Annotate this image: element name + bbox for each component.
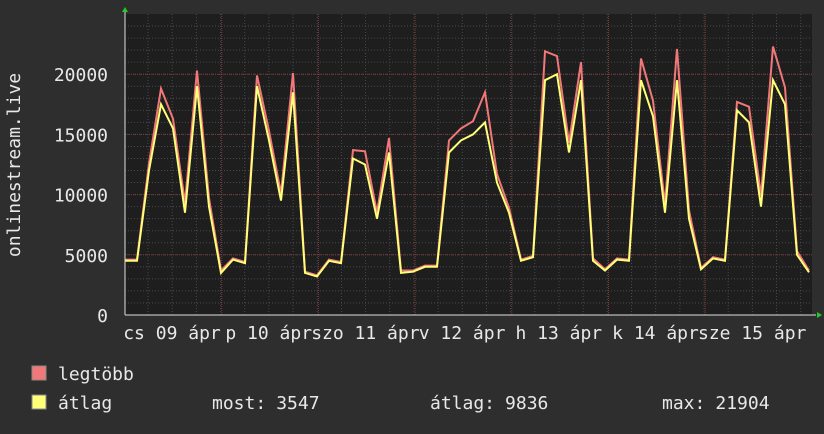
stat-value: 21904 xyxy=(715,393,769,414)
y-tick-label: 15000 xyxy=(54,125,108,146)
stat: most: 3547 xyxy=(212,393,320,414)
axis-arrow xyxy=(817,312,822,318)
x-tick-label: k 14 ápr xyxy=(612,323,699,344)
x-tick-label: v 12 ápr xyxy=(419,323,506,344)
stat-label: átlag: xyxy=(430,393,495,414)
y-tick-label: 20000 xyxy=(54,65,108,86)
series-line xyxy=(125,46,810,277)
stat-label: max: xyxy=(662,393,705,414)
x-tick-label: p 10 ápr xyxy=(225,323,312,344)
stat-label: most: xyxy=(212,393,266,414)
stat-value: 3547 xyxy=(276,393,319,414)
legend-label: legtöbb xyxy=(58,364,134,385)
series-line xyxy=(125,72,810,278)
x-tick-label: cs 09 ápr xyxy=(123,323,221,344)
x-tick-label: h 13 ápr xyxy=(515,323,602,344)
stat-value: 9836 xyxy=(505,393,548,414)
stat: átlag: 9836 xyxy=(430,393,548,414)
axis-arrow xyxy=(122,7,128,12)
x-tick-label: sze 15 ápr xyxy=(698,323,807,344)
y-tick-label: 5000 xyxy=(65,246,108,267)
stat: max: 21904 xyxy=(662,393,770,414)
x-tick-label: szo 11 ápr xyxy=(311,323,420,344)
legend-label: átlag xyxy=(58,393,112,414)
y-tick-label: 10000 xyxy=(54,186,108,207)
legend-swatch xyxy=(31,394,47,410)
plot-area xyxy=(125,14,812,315)
legend-swatch xyxy=(31,365,47,381)
y-axis-label: onlinestream.live xyxy=(4,73,25,257)
y-tick-label: 0 xyxy=(97,306,108,327)
